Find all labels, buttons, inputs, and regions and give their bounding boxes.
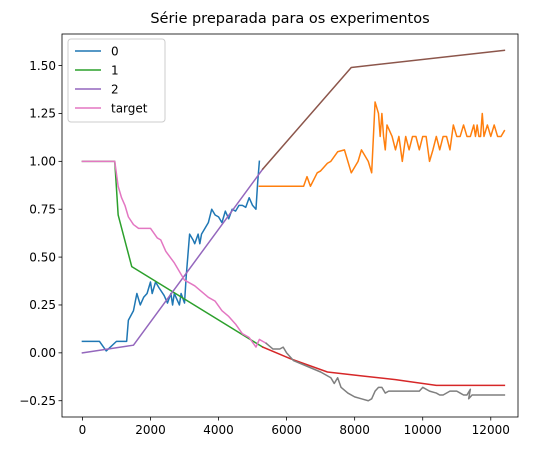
x-tick-label: 6000 bbox=[271, 423, 302, 437]
y-tick-label: 0.50 bbox=[29, 250, 56, 264]
x-tick-label: 0 bbox=[79, 423, 87, 437]
x-tick-label: 2000 bbox=[135, 423, 166, 437]
chart-title: Série preparada para os experimentos bbox=[150, 11, 429, 27]
y-tick-label: 0.25 bbox=[29, 298, 56, 312]
y-axis: −0.25 0.00 0.25 0.50 0.75 1.00 1.25 1.50 bbox=[19, 59, 62, 408]
x-tick-label: 4000 bbox=[203, 423, 234, 437]
x-tick-label: 8000 bbox=[339, 423, 370, 437]
y-tick-label: 0.00 bbox=[29, 346, 56, 360]
y-tick-label: 1.00 bbox=[29, 155, 56, 169]
x-tick-label: 12000 bbox=[472, 423, 510, 437]
plot-lines bbox=[81, 49, 506, 402]
legend-label-target: target bbox=[111, 101, 148, 115]
y-tick-label: 0.75 bbox=[29, 202, 56, 216]
plot-frame bbox=[61, 33, 519, 418]
series-line-target bbox=[81, 160, 268, 348]
legend-label-2: 2 bbox=[111, 82, 119, 96]
x-axis: 0 2000 4000 6000 8000 10000 12000 bbox=[79, 417, 510, 437]
series-line-segment-3 bbox=[261, 346, 506, 387]
series-line-1 bbox=[81, 160, 264, 349]
y-tick-label: 1.50 bbox=[29, 59, 56, 73]
series-line-segment-7 bbox=[265, 342, 506, 402]
series-line-0 bbox=[81, 160, 261, 352]
x-tick-label: 10000 bbox=[404, 423, 442, 437]
legend: 0 1 2 target bbox=[67, 38, 166, 123]
legend-label-0: 0 bbox=[111, 44, 119, 58]
series-line-segment-1 bbox=[258, 101, 506, 187]
y-tick-label: 1.25 bbox=[29, 107, 56, 121]
series-line-2 bbox=[81, 167, 264, 354]
legend-box bbox=[67, 38, 166, 123]
series-line-segment-5 bbox=[261, 49, 506, 171]
y-tick-label: −0.25 bbox=[19, 394, 56, 408]
legend-label-1: 1 bbox=[111, 63, 119, 77]
